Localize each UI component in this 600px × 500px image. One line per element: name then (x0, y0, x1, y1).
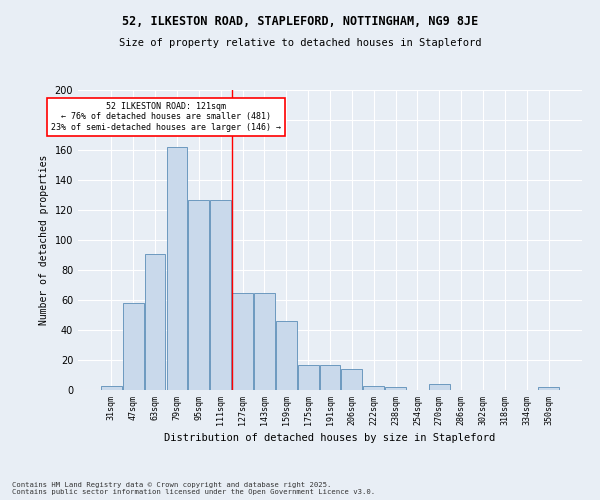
Bar (167, 147, 187, 390)
Bar (298, 364, 319, 390)
Bar (232, 292, 253, 390)
Bar (320, 364, 340, 390)
Bar (429, 384, 450, 390)
Text: Size of property relative to detached houses in Stapleford: Size of property relative to detached ho… (119, 38, 481, 48)
Bar (538, 387, 559, 390)
X-axis label: Distribution of detached houses by size in Stapleford: Distribution of detached houses by size … (164, 433, 496, 443)
Bar (385, 387, 406, 390)
Bar (145, 254, 166, 390)
Bar (364, 386, 384, 390)
Bar (101, 386, 122, 390)
Bar (254, 292, 275, 390)
Bar (123, 303, 143, 390)
Text: 52, ILKESTON ROAD, STAPLEFORD, NOTTINGHAM, NG9 8JE: 52, ILKESTON ROAD, STAPLEFORD, NOTTINGHA… (122, 15, 478, 28)
Bar (188, 200, 209, 390)
Text: Contains HM Land Registry data © Crown copyright and database right 2025.
Contai: Contains HM Land Registry data © Crown c… (12, 482, 375, 495)
Bar (210, 200, 231, 390)
Y-axis label: Number of detached properties: Number of detached properties (39, 155, 49, 325)
Text: 52 ILKESTON ROAD: 121sqm
← 76% of detached houses are smaller (481)
23% of semi-: 52 ILKESTON ROAD: 121sqm ← 76% of detach… (51, 102, 281, 132)
Bar (341, 369, 362, 390)
Bar (276, 321, 296, 390)
